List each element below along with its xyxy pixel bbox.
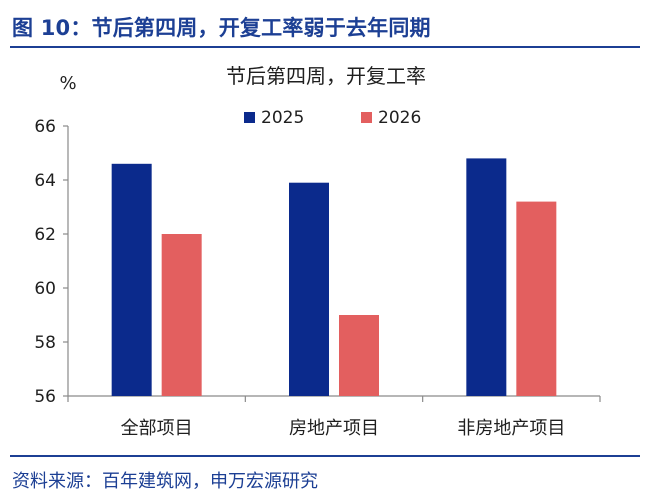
y-tick-label: 62 [34, 225, 56, 245]
x-tick-label: 非房地产项目 [457, 418, 565, 439]
title-divider [10, 46, 640, 48]
legend-label-2026: 2026 [378, 108, 421, 128]
chart-title: 节后第四周，开复工率 [226, 64, 426, 88]
legend-label-2025: 2025 [261, 108, 304, 128]
source-note: 资料来源：百年建筑网，申万宏源研究 [12, 471, 318, 492]
footer-divider [10, 455, 640, 457]
y-tick-label: 58 [34, 333, 56, 353]
bars [111, 158, 557, 396]
legend: 2025 2026 [244, 108, 421, 128]
figure-title: 图 10：节后第四周，开复工率弱于去年同期 [12, 16, 431, 40]
y-unit-label: % [59, 73, 76, 94]
y-tick-label: 64 [34, 171, 56, 191]
bar-2025 [111, 163, 152, 396]
bar-2026 [339, 315, 379, 396]
axes: 56 58 60 62 64 66 全部项目 房地产项目 非房地产项目 [34, 117, 601, 439]
bar-2025 [289, 182, 329, 396]
legend-swatch-2025 [244, 112, 255, 123]
y-tick-label: 60 [34, 279, 56, 299]
bar-2025 [466, 158, 507, 396]
x-tick-label: 全部项目 [121, 418, 193, 439]
bar-2026 [516, 201, 557, 396]
y-tick-label: 66 [34, 117, 56, 137]
y-tick-label: 56 [34, 387, 56, 407]
x-tick-label: 房地产项目 [289, 418, 379, 439]
bar-2026 [161, 234, 202, 396]
legend-swatch-2026 [361, 112, 372, 123]
